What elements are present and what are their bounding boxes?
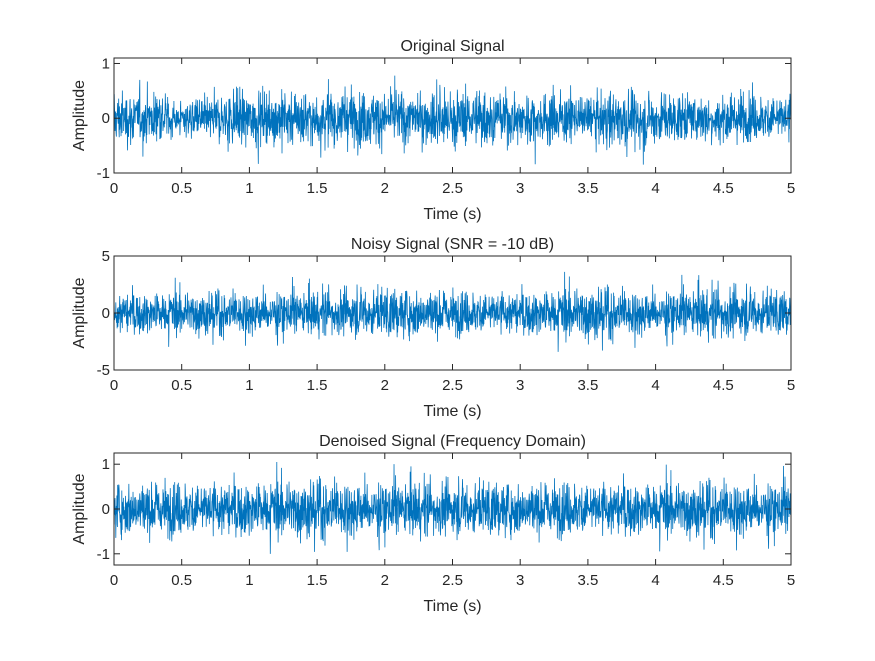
x-tick-label: 3.5 xyxy=(577,572,598,589)
y-axis-label: Amplitude xyxy=(71,80,88,151)
x-tick-label: 4 xyxy=(651,180,659,197)
chart-title: Noisy Signal (SNR = -10 dB) xyxy=(351,236,554,253)
x-tick-label: 0.5 xyxy=(171,572,192,589)
y-tick-label: -1 xyxy=(97,165,110,182)
signal-line xyxy=(114,271,791,352)
x-tick-label: 0.5 xyxy=(171,180,192,197)
x-tick-label: 4 xyxy=(651,572,659,589)
x-tick-label: 3 xyxy=(516,180,524,197)
x-axis-label: Time (s) xyxy=(423,598,481,615)
signal-line xyxy=(114,462,791,554)
x-tick-label: 1 xyxy=(245,377,253,394)
x-tick-label: 2 xyxy=(381,180,389,197)
y-tick-label: 0 xyxy=(102,501,110,518)
x-tick-label: 2.5 xyxy=(442,180,463,197)
y-axis-label: Amplitude xyxy=(71,277,88,348)
x-tick-label: 4.5 xyxy=(713,572,734,589)
chart-title: Original Signal xyxy=(400,38,504,55)
signal-line xyxy=(114,75,791,165)
chart-title: Denoised Signal (Frequency Domain) xyxy=(319,433,586,450)
y-tick-label: -1 xyxy=(97,546,110,563)
x-axis-label: Time (s) xyxy=(423,403,481,420)
x-tick-label: 3.5 xyxy=(577,180,598,197)
x-tick-label: 4 xyxy=(651,377,659,394)
x-tick-label: 0 xyxy=(110,572,118,589)
x-tick-label: 3.5 xyxy=(577,377,598,394)
x-tick-label: 2.5 xyxy=(442,377,463,394)
x-tick-label: 3 xyxy=(516,572,524,589)
y-axis-label: Amplitude xyxy=(71,473,88,544)
y-tick-label: 1 xyxy=(102,456,110,473)
x-tick-label: 1 xyxy=(245,180,253,197)
x-tick-label: 1.5 xyxy=(307,180,328,197)
x-tick-label: 4.5 xyxy=(713,377,734,394)
y-tick-label: -5 xyxy=(97,362,110,379)
x-tick-label: 1.5 xyxy=(307,377,328,394)
x-tick-label: 4.5 xyxy=(713,180,734,197)
y-tick-label: 0 xyxy=(102,110,110,127)
x-tick-label: 2 xyxy=(381,572,389,589)
x-axis-label: Time (s) xyxy=(423,206,481,223)
x-tick-label: 1.5 xyxy=(307,572,328,589)
x-tick-label: 1 xyxy=(245,572,253,589)
x-tick-label: 5 xyxy=(787,180,795,197)
x-tick-label: 2 xyxy=(381,377,389,394)
x-tick-label: 3 xyxy=(516,377,524,394)
x-tick-label: 2.5 xyxy=(442,572,463,589)
x-tick-label: 5 xyxy=(787,572,795,589)
x-tick-label: 0.5 xyxy=(171,377,192,394)
x-tick-label: 0 xyxy=(110,377,118,394)
y-tick-label: 1 xyxy=(102,55,110,72)
x-tick-label: 0 xyxy=(110,180,118,197)
x-tick-label: 5 xyxy=(787,377,795,394)
y-tick-label: 5 xyxy=(102,248,110,265)
y-tick-label: 0 xyxy=(102,305,110,322)
